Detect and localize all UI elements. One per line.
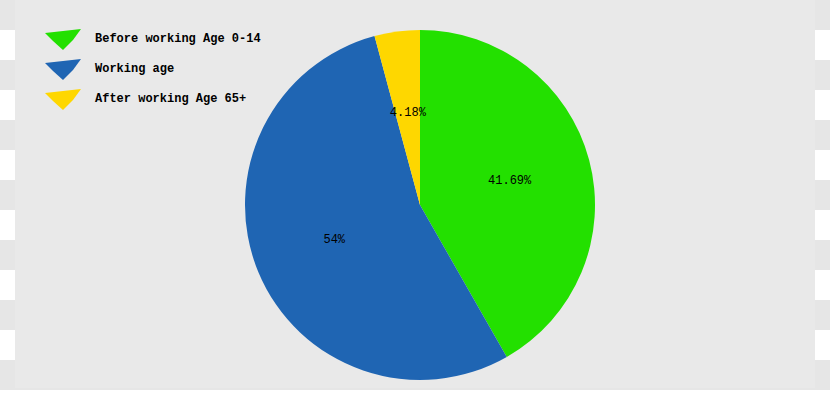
- svg-text:41.69%: 41.69%: [488, 174, 532, 188]
- svg-text:4.18%: 4.18%: [390, 106, 427, 120]
- html-text:Working age: Working age: [95, 62, 175, 76]
- html-text:After working Age 65+: After working Age 65+: [95, 92, 247, 106]
- svg-text:54%: 54%: [323, 233, 345, 247]
- html-text:Before working Age 0-14: Before working Age 0-14: [95, 32, 261, 46]
